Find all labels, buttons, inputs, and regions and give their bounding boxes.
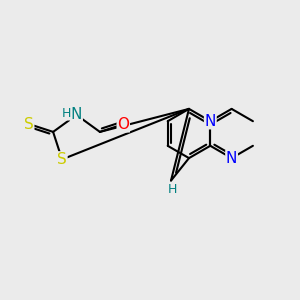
Text: N: N [226, 151, 237, 166]
Text: H: H [62, 107, 72, 120]
Text: N: N [71, 107, 82, 122]
Text: N: N [205, 114, 216, 129]
Text: S: S [24, 116, 34, 131]
Text: O: O [117, 117, 129, 132]
Text: S: S [57, 152, 67, 167]
Text: H: H [168, 182, 177, 196]
